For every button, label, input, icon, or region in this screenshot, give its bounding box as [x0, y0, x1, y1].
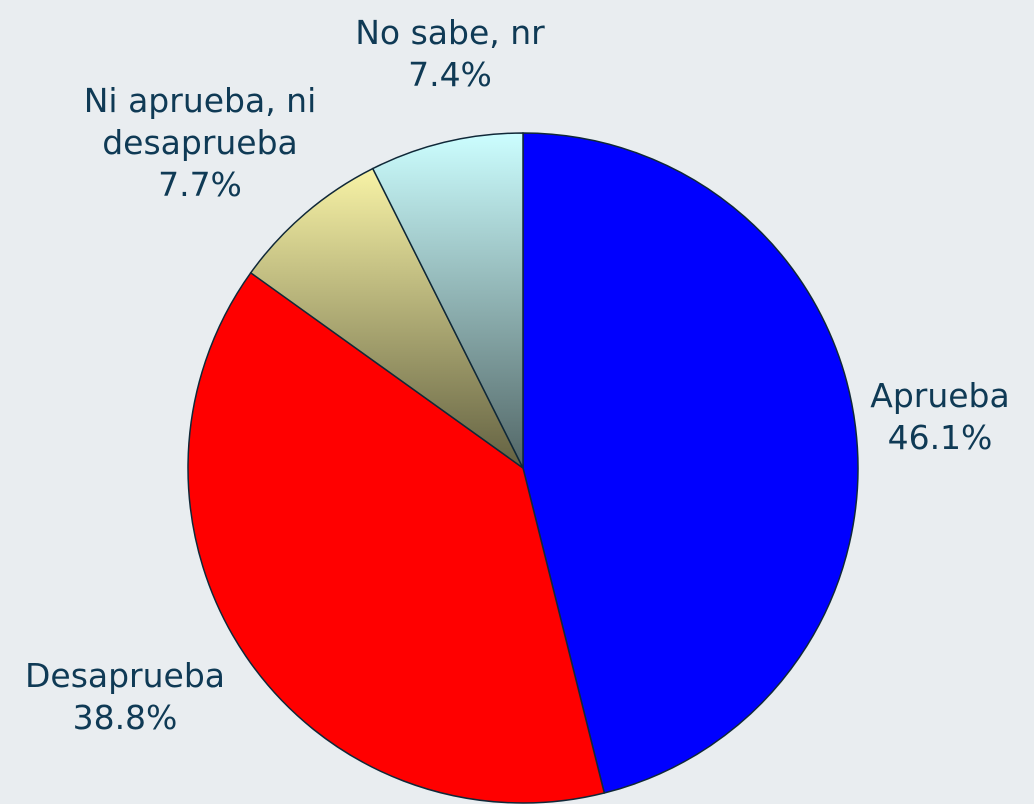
value-label: 7.4%	[408, 55, 492, 94]
category-label: Ni aprueba, ni desaprueba	[83, 81, 317, 162]
pie-slice	[522, 132, 859, 794]
category-label: No sabe, nr	[355, 13, 545, 52]
slice-label: Desaprueba 38.8%	[0, 655, 255, 739]
slice-label: Aprueba 46.1%	[840, 375, 1034, 459]
value-label: 38.8%	[72, 698, 178, 737]
slice-label: Ni aprueba, ni desaprueba 7.7%	[50, 80, 350, 206]
category-label: Aprueba	[870, 376, 1010, 415]
pie-slice	[371, 132, 524, 469]
pie-slice	[187, 271, 606, 804]
slice-label: No sabe, nr 7.4%	[310, 12, 590, 96]
value-label: 46.1%	[887, 418, 993, 457]
pie-slice	[249, 167, 524, 469]
value-label: 7.7%	[158, 165, 242, 204]
category-label: Desaprueba	[24, 656, 226, 695]
